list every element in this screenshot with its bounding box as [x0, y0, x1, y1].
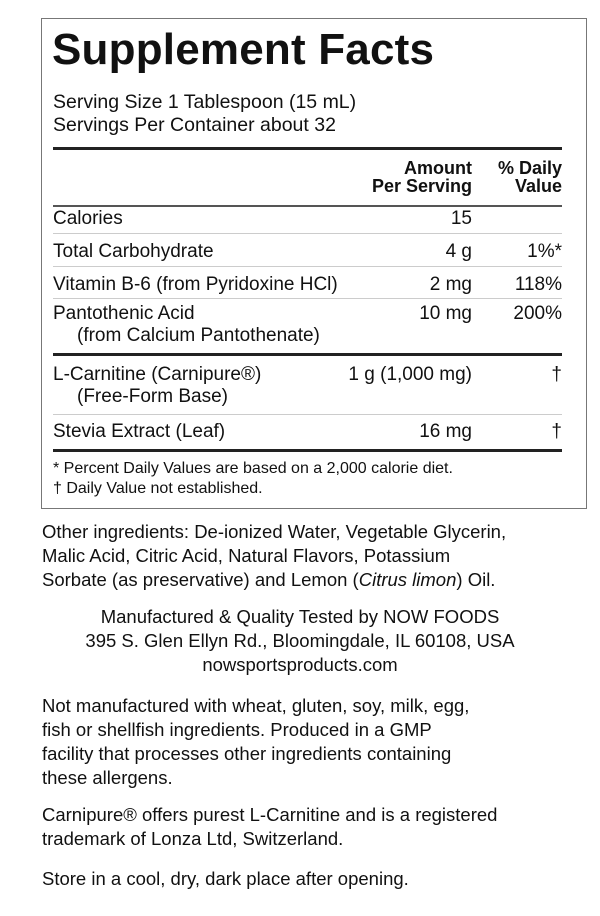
amount-header: Amount	[404, 158, 472, 178]
text-line: Malic Acid, Citric Acid, Natural Flavors…	[42, 545, 451, 566]
panel-title: Supplement Facts	[52, 25, 435, 74]
text-line: Other ingredients: De-ionized Water, Veg…	[42, 521, 507, 542]
text-line: Carnipure® offers purest L-Carnitine and…	[42, 804, 498, 825]
nutrient-source: (from Calcium Pantothenate)	[77, 325, 320, 346]
nutrient-dv: 200%	[513, 303, 562, 324]
trademark-statement: Carnipure® offers purest L-Carnitine and…	[42, 803, 582, 851]
column-header: Amount Per Serving % Daily Value	[53, 159, 562, 199]
divider	[53, 414, 562, 415]
footnote: † Daily Value not established.	[53, 480, 263, 497]
other-ingredients: Other ingredients: De-ionized Water, Veg…	[42, 520, 582, 592]
servings-per-container: Servings Per Container about 32	[53, 114, 336, 136]
serving-size: Serving Size 1 Tablespoon (15 mL)	[53, 91, 357, 113]
footnote: * Percent Daily Values are based on a 2,…	[53, 460, 453, 477]
nutrient-row: Pantothenic Acid (from Calcium Pantothena…	[53, 303, 562, 349]
text-span: ) Oil.	[456, 569, 496, 590]
divider	[53, 449, 562, 452]
dv-header-2: Value	[514, 176, 562, 196]
nutrient-row: L-Carnitine (Carnipure®) (Free-Form Base)…	[53, 364, 562, 410]
website: nowsportsproducts.com	[202, 654, 398, 675]
nutrient-amount: 15	[450, 208, 472, 229]
divider	[53, 205, 562, 207]
footnotes: * Percent Daily Values are based on a 2,…	[53, 459, 453, 499]
nutrient-name: L-Carnitine (Carnipure®)	[53, 364, 262, 385]
botanical-name: Citrus limon	[358, 569, 457, 590]
nutrient-name: Pantothenic Acid	[53, 303, 195, 324]
divider	[53, 353, 562, 356]
serving-info: Serving Size 1 Tablespoon (15 mL) Servin…	[53, 91, 356, 137]
divider	[53, 233, 562, 234]
dv-header: % Daily	[497, 158, 562, 178]
nutrient-name: Calories	[53, 208, 123, 229]
nutrient-amount: 16 mg	[419, 421, 472, 442]
text-line: these allergens.	[42, 767, 173, 788]
supplement-facts-panel: Supplement Facts Serving Size 1 Tablespo…	[41, 18, 587, 509]
text-span: Sorbate (as preservative) and Lemon (	[42, 569, 359, 590]
text-line: facility that processes other ingredient…	[42, 743, 452, 764]
nutrient-amount: 10 mg	[419, 303, 472, 324]
divider	[53, 298, 562, 299]
address: 395 S. Glen Ellyn Rd., Bloomingdale, IL …	[85, 630, 515, 651]
divider	[53, 266, 562, 267]
nutrient-dv: 1%*	[527, 241, 562, 262]
nutrient-name: Total Carbohydrate	[53, 241, 214, 262]
nutrient-source: (Free-Form Base)	[77, 386, 228, 407]
allergen-statement: Not manufactured with wheat, gluten, soy…	[42, 694, 582, 790]
nutrient-amount: 1 g (1,000 mg)	[348, 364, 472, 385]
text-line: trademark of Lonza Ltd, Switzerland.	[42, 828, 344, 849]
text-line: Sorbate (as preservative) and Lemon (Cit…	[42, 568, 582, 592]
nutrient-dv: 118%	[514, 274, 562, 295]
nutrient-amount: 2 mg	[429, 274, 472, 295]
nutrient-name: Stevia Extract (Leaf)	[53, 421, 226, 442]
text-line: Not manufactured with wheat, gluten, soy…	[42, 695, 470, 716]
nutrient-dv: †	[551, 364, 562, 385]
text-line: fish or shellfish ingredients. Produced …	[42, 719, 432, 740]
storage-instructions: Store in a cool, dry, dark place after o…	[42, 868, 409, 889]
nutrient-dv: †	[551, 421, 562, 442]
amount-header-2: Per Serving	[371, 176, 472, 196]
divider	[53, 147, 562, 150]
text-line: Manufactured & Quality Tested by NOW FOO…	[100, 606, 500, 627]
nutrient-name: Vitamin B-6 (from Pyridoxine HCl)	[53, 274, 338, 295]
nutrient-amount: 4 g	[445, 241, 472, 262]
manufacturer-info: Manufactured & Quality Tested by NOW FOO…	[0, 605, 600, 677]
